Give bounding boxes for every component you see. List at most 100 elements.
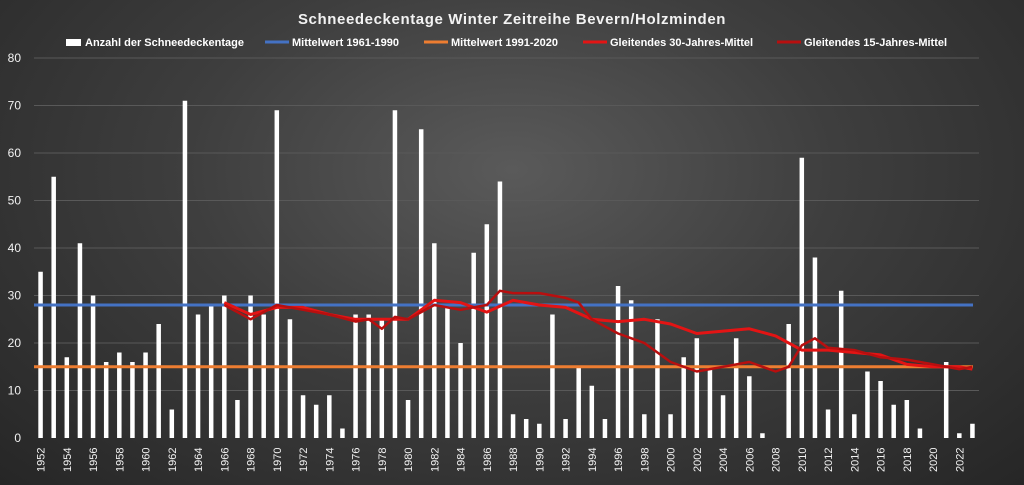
legend-label: Anzahl der Schneedeckentage	[85, 37, 244, 49]
x-tick-label: 2022	[954, 448, 966, 472]
bar-1958	[117, 352, 122, 438]
x-tick-label: 1978	[377, 448, 389, 472]
bar-1955	[77, 243, 83, 438]
bar-2010	[799, 157, 805, 438]
bar-1974	[327, 395, 332, 438]
x-tick-label: 1972	[298, 448, 310, 472]
moving-average-15-line	[223, 289, 973, 373]
bar-1979	[392, 110, 398, 438]
legend-swatch-bars	[66, 39, 81, 46]
bar-2013	[838, 290, 844, 438]
x-tick-label: 2002	[692, 448, 704, 472]
x-tick-label: 1996	[613, 448, 625, 472]
y-tick-label: 50	[8, 194, 22, 208]
bar-1965	[208, 305, 214, 438]
x-tick-label: 1982	[429, 448, 441, 472]
x-tick-label: 2006	[744, 448, 756, 472]
x-tick-label: 1984	[456, 448, 468, 472]
bar-1997	[628, 300, 634, 438]
bar-1986	[484, 224, 490, 438]
bar-series	[38, 100, 975, 438]
x-tick-label: 2010	[797, 448, 809, 472]
y-tick-label: 60	[8, 146, 22, 160]
bar-1961	[156, 324, 161, 438]
bar-1970	[274, 110, 280, 438]
bar-1981	[418, 129, 424, 438]
y-tick-label: 10	[8, 384, 22, 398]
bar-2012	[825, 409, 831, 438]
x-tick-label: 1976	[351, 448, 363, 472]
bar-1953	[51, 176, 56, 438]
y-tick-label: 80	[8, 51, 22, 65]
y-tick-label: 20	[8, 336, 22, 350]
x-tick-label: 1954	[62, 448, 74, 472]
bar-1972	[300, 395, 306, 438]
bar-1989	[523, 419, 529, 438]
bar-2006	[747, 376, 752, 438]
bar-1990	[537, 423, 542, 438]
x-tick-label: 2008	[771, 448, 783, 472]
bar-1971	[287, 319, 293, 438]
bar-1954	[64, 357, 70, 438]
bar-1964	[195, 314, 201, 438]
x-tick-label: 2018	[902, 448, 914, 472]
y-tick-label: 0	[14, 431, 21, 445]
bar-2021	[943, 362, 949, 438]
x-tick-label: 1992	[561, 448, 573, 472]
y-tick-label: 70	[8, 99, 22, 113]
x-tick-label: 1986	[482, 448, 494, 472]
moving-average-lines	[223, 289, 973, 373]
chart-title: Schneedeckentage Winter Zeitreihe Bevern…	[298, 11, 726, 28]
bar-1992	[563, 419, 568, 438]
moving-average-30-line	[223, 298, 973, 371]
bar-1987	[497, 181, 503, 438]
bar-1963	[182, 100, 188, 438]
bar-1980	[405, 400, 411, 438]
y-tick-label: 40	[8, 241, 22, 255]
x-tick-label: 2014	[849, 448, 861, 472]
bar-2016	[878, 381, 883, 438]
bar-1962	[169, 409, 175, 438]
legend-label: Mittelwert 1961-1990	[292, 37, 399, 49]
bar-1976	[353, 314, 358, 438]
x-tick-label: 1966	[219, 448, 231, 472]
bar-2023	[970, 423, 975, 438]
bar-2015	[865, 371, 870, 438]
gridlines	[34, 57, 979, 391]
x-tick-label: 1964	[193, 448, 205, 472]
x-tick-label: 1988	[508, 448, 520, 472]
bar-1993	[576, 366, 581, 438]
bar-1983	[445, 305, 450, 438]
x-tick-label: 1998	[639, 448, 651, 472]
bar-1982	[432, 243, 437, 438]
bar-1984	[458, 343, 463, 438]
x-tick-label: 1968	[246, 448, 258, 472]
bar-2001	[681, 357, 686, 438]
bar-1994	[589, 385, 595, 438]
bar-1967	[235, 400, 240, 438]
bar-1973	[313, 404, 319, 438]
x-tick-label: 1956	[88, 448, 100, 472]
x-tick-label: 2000	[666, 448, 678, 472]
bar-1975	[340, 428, 345, 438]
y-axis-ticks: 0 10 20 30 40 50 60 70 80	[8, 51, 22, 445]
x-tick-label: 2012	[823, 448, 835, 472]
x-tick-label: 2016	[876, 448, 888, 472]
bar-2002	[694, 338, 700, 438]
legend-label: Mittelwert 1991-2020	[451, 37, 558, 49]
bar-1978	[379, 319, 385, 438]
bar-1991	[550, 314, 555, 438]
bar-1996	[615, 286, 621, 438]
bar-2003	[707, 366, 713, 438]
bar-2019	[917, 428, 923, 438]
bar-2018	[904, 400, 910, 438]
x-tick-label: 1974	[324, 448, 336, 472]
legend-label: Gleitendes 15-Jahres-Mittel	[804, 37, 947, 49]
bar-2007	[760, 433, 765, 438]
bar-1998	[642, 414, 647, 438]
legend: Anzahl der Schneedeckentage Mittelwert 19…	[66, 37, 947, 49]
bar-1957	[103, 362, 109, 438]
x-tick-label: 1958	[114, 448, 126, 472]
x-tick-label: 1980	[403, 448, 415, 472]
